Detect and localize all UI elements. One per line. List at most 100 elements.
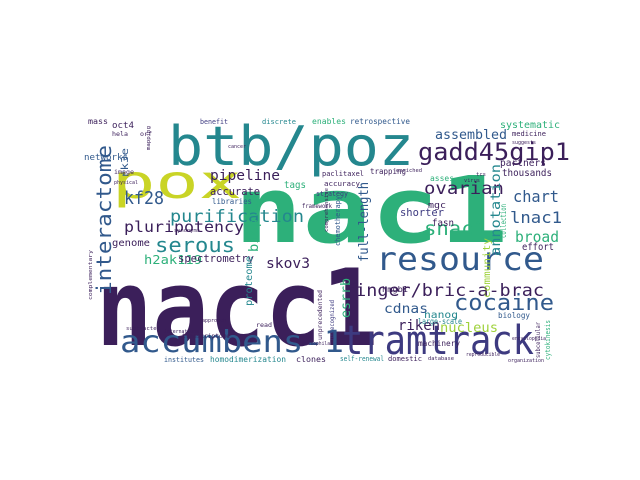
word-pipeline: pipeline (210, 168, 280, 184)
word-homodimerization: homodimerization (210, 355, 286, 364)
word-physical: physical (114, 180, 138, 186)
word-nanog: nanog (424, 310, 458, 321)
word-ovarian: ovarian (424, 179, 504, 199)
word-institutes: institutes (164, 356, 204, 364)
word-full-length: full-length (357, 182, 372, 262)
word-paclitaxel: paclitaxel (322, 170, 364, 178)
word-pluripotency: pluripotency (124, 218, 244, 236)
word-skov3: skov3 (266, 256, 310, 272)
word-framework: framework (302, 203, 332, 210)
word-comprehensive: comprehensive (324, 188, 330, 232)
word-fasn: fasn (432, 218, 454, 229)
word-machinery: machinery (418, 339, 460, 348)
word-strategy: strategy (316, 190, 348, 198)
word-serous: serous (155, 233, 235, 257)
word-virus: virus (464, 178, 480, 184)
word-annotation: annotation (489, 164, 504, 256)
word-nucleus: nucleus (440, 321, 498, 336)
word-chemotherapy: chemotherapy (334, 196, 342, 246)
word-libraries: libraries (212, 197, 252, 206)
word-self-renewal: self-renewal (340, 355, 384, 363)
word-accurate: accurate (210, 185, 260, 198)
word-lnac1: lnac1 (510, 208, 562, 227)
word-broad: broad (515, 228, 559, 246)
word-kf28: kf28 (124, 188, 164, 209)
word-collection: collection (499, 204, 508, 238)
word-database: database (428, 356, 454, 362)
word-pox: pox (112, 155, 242, 209)
word-large-scale: large-scale (418, 317, 462, 326)
word-riken: riken (398, 318, 440, 334)
word-synonyms: synonyms (174, 228, 200, 234)
word-h2ak119: h2ak119 (144, 253, 202, 267)
word-approach: approach (202, 318, 226, 324)
word-read: read (256, 322, 272, 329)
word-tags: tags (284, 180, 306, 191)
word-cytokinesis: cytokinesis (544, 320, 552, 360)
word-nacc1: nacc1 (96, 247, 378, 370)
word-unprecedented: unprecedented (317, 290, 324, 340)
word-clones: clones (296, 355, 326, 364)
word-reproducible: reproducible (466, 352, 500, 358)
word-genome: genome (112, 238, 150, 249)
word-shorter: shorter (400, 206, 444, 219)
word-organization: organization (508, 358, 544, 364)
word-tramtrack: tramtrack (342, 318, 534, 364)
word-hela: hela (112, 131, 128, 138)
word-subcellular: subcellular (535, 322, 542, 358)
word-systematic: systematic (500, 120, 560, 131)
word-enriched: enriched (396, 168, 422, 174)
word-transcriptome: transcriptome (182, 333, 230, 340)
word-image: image (114, 169, 134, 176)
word-nac1: nac1 (234, 157, 508, 264)
word-oct4: oct4 (112, 121, 134, 131)
word-enables: enables (312, 117, 346, 126)
word-snac1: snac1 (424, 218, 486, 240)
word-esrrb: esrrb (339, 278, 354, 318)
word-international: international (164, 329, 202, 335)
word-gadd45gip1: gadd45gip1 (418, 138, 570, 166)
word-interactome: interactome (92, 145, 116, 295)
word-biology: biology (498, 311, 530, 320)
word-assembled: assembled (435, 128, 507, 143)
word-thousands: thousands (502, 168, 552, 179)
word-btb-poz: btb/poz (168, 115, 414, 178)
word-suggests: suggests (512, 140, 536, 146)
word-complementary: complementary (88, 250, 94, 300)
word-mass: mass (88, 117, 108, 126)
word-effort: effort (522, 242, 554, 253)
word-partners: partners (500, 158, 546, 169)
word-hmgb1: hmgb1 (382, 285, 408, 294)
word-mgc: mgc (428, 201, 446, 211)
word-cdnas: cdnas (384, 302, 428, 317)
word-unrecognized: unrecognized (329, 300, 336, 340)
word-bioplex: bioplex (247, 194, 262, 252)
word-cancer: cancer (228, 144, 246, 150)
word-encyclopedia: encyclopedia (512, 336, 546, 342)
word-finger-bric-a-brac: finger/bric-a-brac (344, 281, 544, 301)
cloud-background (80, 118, 560, 360)
word-trapping: trapping (370, 167, 406, 176)
word-accuracy: accuracy (324, 180, 360, 188)
word-cocaine: cocaine (454, 291, 554, 316)
word-spectrometry: spectrometry (178, 252, 254, 265)
word-domestic: domestic (388, 355, 422, 363)
word-purification: purification (170, 207, 304, 227)
word-community: community (482, 238, 493, 298)
word-benefit: benefit (200, 118, 228, 126)
word-medicine: medicine (512, 130, 546, 138)
word-subtracted: subtracted (126, 326, 160, 332)
word-tcs: tcs (476, 172, 486, 178)
word-discrete: discrete (262, 118, 296, 126)
word-drosophila: drosophila (302, 341, 330, 347)
word-proteome: proteome (244, 256, 255, 306)
word-mapping: mapping (146, 126, 152, 150)
word-rk3e: rk3e (120, 148, 131, 178)
word-retrospective: retrospective (350, 117, 410, 126)
word-asses: asses (430, 174, 454, 183)
word-networks: networks (84, 153, 128, 163)
word-orf: orf (140, 131, 152, 138)
word-group: nacc1 nac1 btb/poz pox tramtrack accumbe… (84, 115, 570, 370)
word-chart: chart (513, 187, 559, 206)
